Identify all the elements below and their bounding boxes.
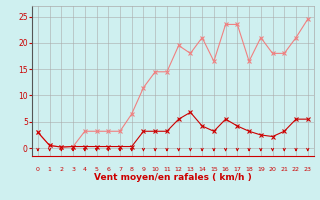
- X-axis label: Vent moyen/en rafales ( km/h ): Vent moyen/en rafales ( km/h ): [94, 174, 252, 182]
